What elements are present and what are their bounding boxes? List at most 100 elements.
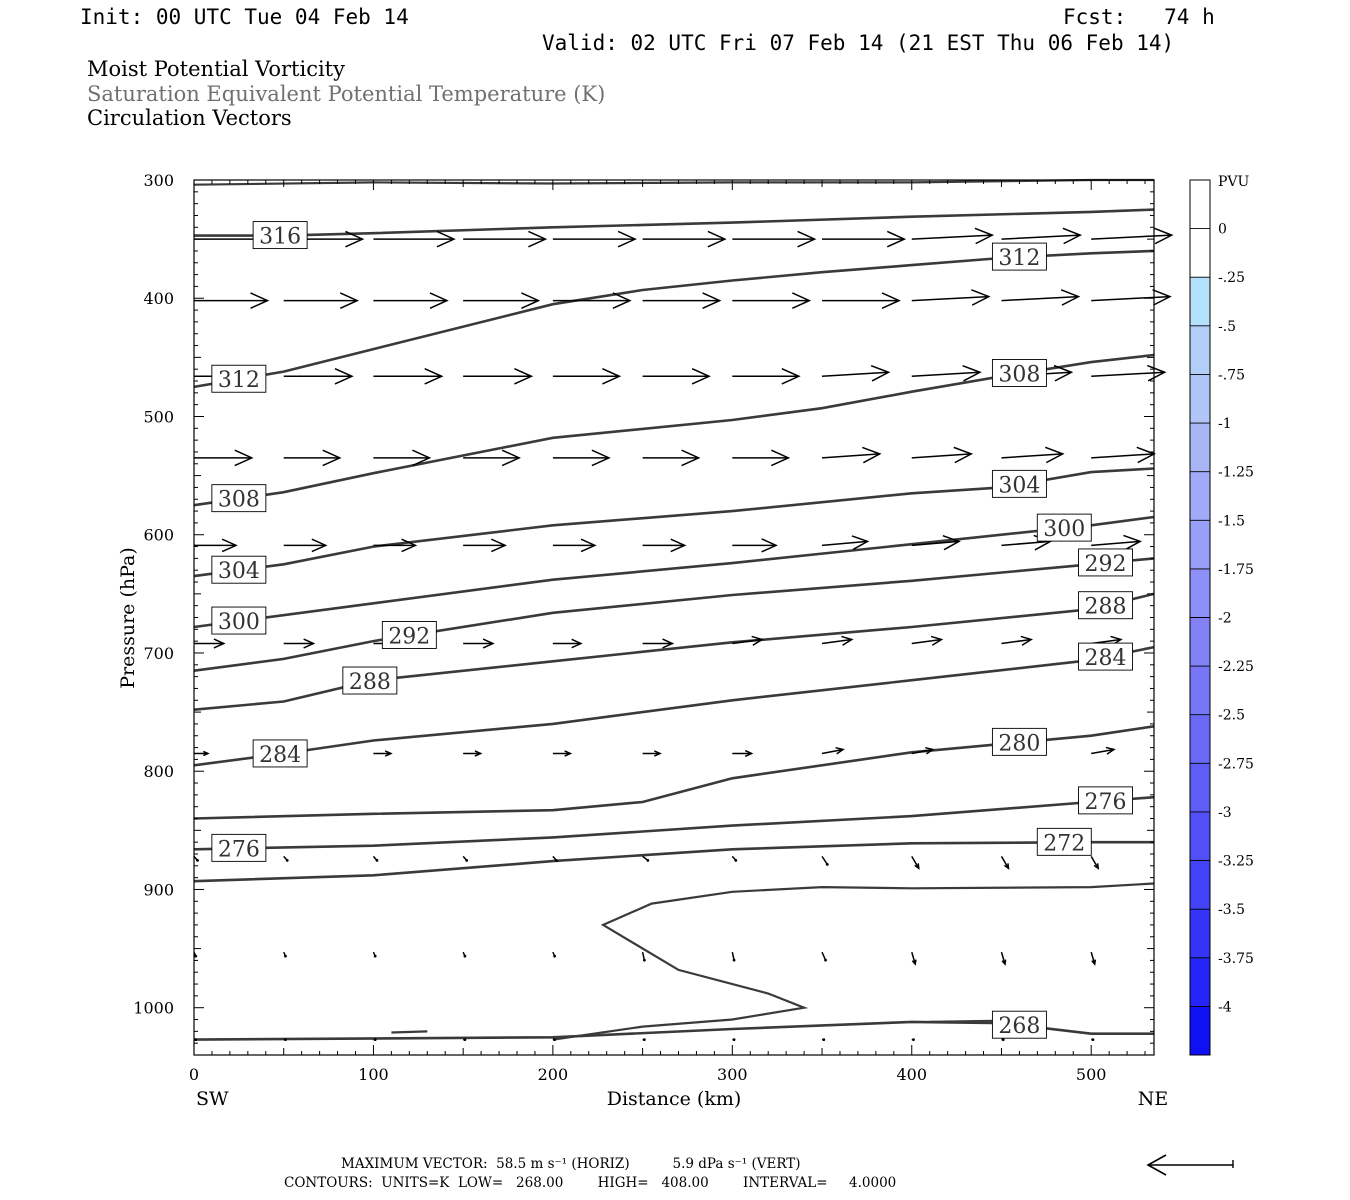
vector-arrow — [821, 446, 882, 464]
x-end-label-right: NE — [1138, 1088, 1169, 1110]
colorbar-label: -1.75 — [1218, 562, 1254, 578]
contour-labels: 3163123123083083043043003002922922882882… — [211, 221, 1134, 1039]
colorbar-swatch — [1190, 860, 1210, 910]
contour-label-292: 292 — [1078, 548, 1134, 577]
vector-arrow — [822, 230, 907, 248]
contour-line — [552, 882, 1155, 1041]
pv-colorbar: PVU 0 -.25 -.5 -.75 -1 -1.25 -1.5 -1.75 -2 -2.25 -2… — [1189, 174, 1254, 1056]
x-tick-label: 500 — [1076, 1065, 1107, 1084]
colorbar-swatch — [1190, 325, 1210, 375]
vector-arrow — [373, 750, 393, 757]
y-tick-label: 400 — [143, 289, 174, 308]
contour-label-text: 292 — [388, 624, 430, 649]
vector-arrow — [911, 289, 991, 306]
vector-arrow — [552, 855, 558, 862]
colorbar-label: -1 — [1218, 416, 1232, 432]
vector-arrow — [732, 230, 817, 248]
vector-arrow — [732, 635, 764, 646]
contour-line-304 — [193, 467, 1155, 578]
vector-arrow — [372, 951, 377, 958]
vector-arrow — [1001, 289, 1081, 306]
contour-label-284: 284 — [1078, 642, 1134, 671]
y-tick-label: 900 — [143, 880, 174, 899]
contour-label-308: 308 — [991, 358, 1047, 387]
vector-arrow — [552, 1038, 557, 1042]
contour-label-292: 292 — [381, 621, 437, 649]
colorbar-label: -2.5 — [1218, 708, 1245, 724]
colorbar-swatch — [1190, 520, 1210, 570]
contour-label-304: 304 — [991, 469, 1047, 498]
vector-arrow — [1091, 534, 1143, 551]
y-tick-label: 700 — [143, 644, 174, 663]
vector-arrow — [1001, 635, 1034, 646]
contour-line-316 — [194, 208, 1155, 237]
contour-label-308: 308 — [211, 484, 267, 513]
vector-arrow — [641, 951, 646, 962]
colorbar-label: -.75 — [1218, 367, 1245, 383]
contour-line-280 — [193, 725, 1155, 820]
contour-line — [391, 1030, 428, 1034]
contour-info-note: CONTOURS: UNITS=K LOW= 268.00 HIGH= 408.… — [284, 1175, 897, 1191]
colorbar-swatch — [1190, 1006, 1210, 1056]
contour-label-text: 316 — [259, 225, 301, 250]
x-end-label-left: SW — [196, 1088, 229, 1110]
vector-arrow — [283, 292, 360, 309]
vector-arrow — [552, 230, 637, 248]
vector-arrow — [552, 367, 622, 385]
contour-label-276: 276 — [1078, 786, 1134, 815]
contour-line-272 — [193, 840, 1154, 883]
vector-arrow — [732, 449, 791, 467]
vector-arrow — [911, 746, 935, 755]
valid-time: Valid: 02 UTC Fri 07 Feb 14 (21 EST Thu … — [542, 31, 1175, 55]
vector-arrow — [1091, 1038, 1095, 1042]
vector-arrow — [732, 538, 778, 553]
x-tick-label: 400 — [896, 1065, 927, 1084]
vector-arrow — [1001, 1038, 1005, 1042]
vector-arrow — [642, 855, 650, 862]
contour-label-text: 308 — [998, 362, 1040, 387]
vector-arrow — [1001, 446, 1065, 464]
colorbar-swatch — [1190, 617, 1210, 667]
vector-arrow — [552, 638, 583, 649]
x-tick-label: 300 — [717, 1065, 748, 1084]
vector-arrow — [283, 538, 328, 553]
contour-line-292 — [193, 557, 1155, 672]
contour-label-300: 300 — [1036, 513, 1092, 542]
vector-arrow — [642, 638, 675, 649]
vector-arrow — [283, 855, 289, 862]
colorbar-swatch — [1190, 568, 1210, 618]
vector-arrow — [642, 449, 701, 467]
reference-vector — [1146, 1154, 1234, 1176]
vector-arrow — [642, 230, 727, 248]
vector-arrow — [732, 1038, 736, 1042]
vector-arrow — [732, 367, 801, 385]
vector-arrow — [1091, 227, 1174, 245]
vector-arrow — [1000, 951, 1007, 966]
vector-arrow — [1091, 746, 1116, 755]
contour-label-text: 288 — [349, 670, 391, 695]
contour-label-276: 276 — [211, 833, 267, 862]
contour-line — [929, 1019, 1002, 1023]
vector-arrow — [911, 364, 982, 382]
vector-arrow — [462, 855, 469, 862]
colorbar-swatch — [1190, 374, 1210, 424]
contour-label-text: 280 — [998, 731, 1040, 756]
contour-line-268 — [193, 1020, 1154, 1041]
contour-label-288: 288 — [1078, 591, 1134, 620]
vector-arrow — [552, 449, 611, 467]
contour-label-text: 288 — [1085, 595, 1127, 620]
vector-arrow — [1091, 289, 1172, 306]
vector-arrow — [194, 538, 238, 553]
contour-label-text: 276 — [1085, 790, 1127, 815]
vector-arrow — [731, 855, 738, 862]
contour-label-text: 304 — [998, 473, 1040, 498]
vector-arrow — [1090, 951, 1097, 966]
colorbar-swatch — [1190, 228, 1210, 278]
contour-label-312: 312 — [991, 242, 1047, 271]
vector-arrow — [283, 1038, 287, 1042]
y-tick-label: 1000 — [133, 999, 174, 1018]
vector-arrow — [373, 230, 456, 248]
vector-arrow — [283, 638, 316, 649]
vector-arrow — [283, 449, 342, 467]
field-title-mpv: Moist Potential Vorticity — [87, 57, 345, 81]
